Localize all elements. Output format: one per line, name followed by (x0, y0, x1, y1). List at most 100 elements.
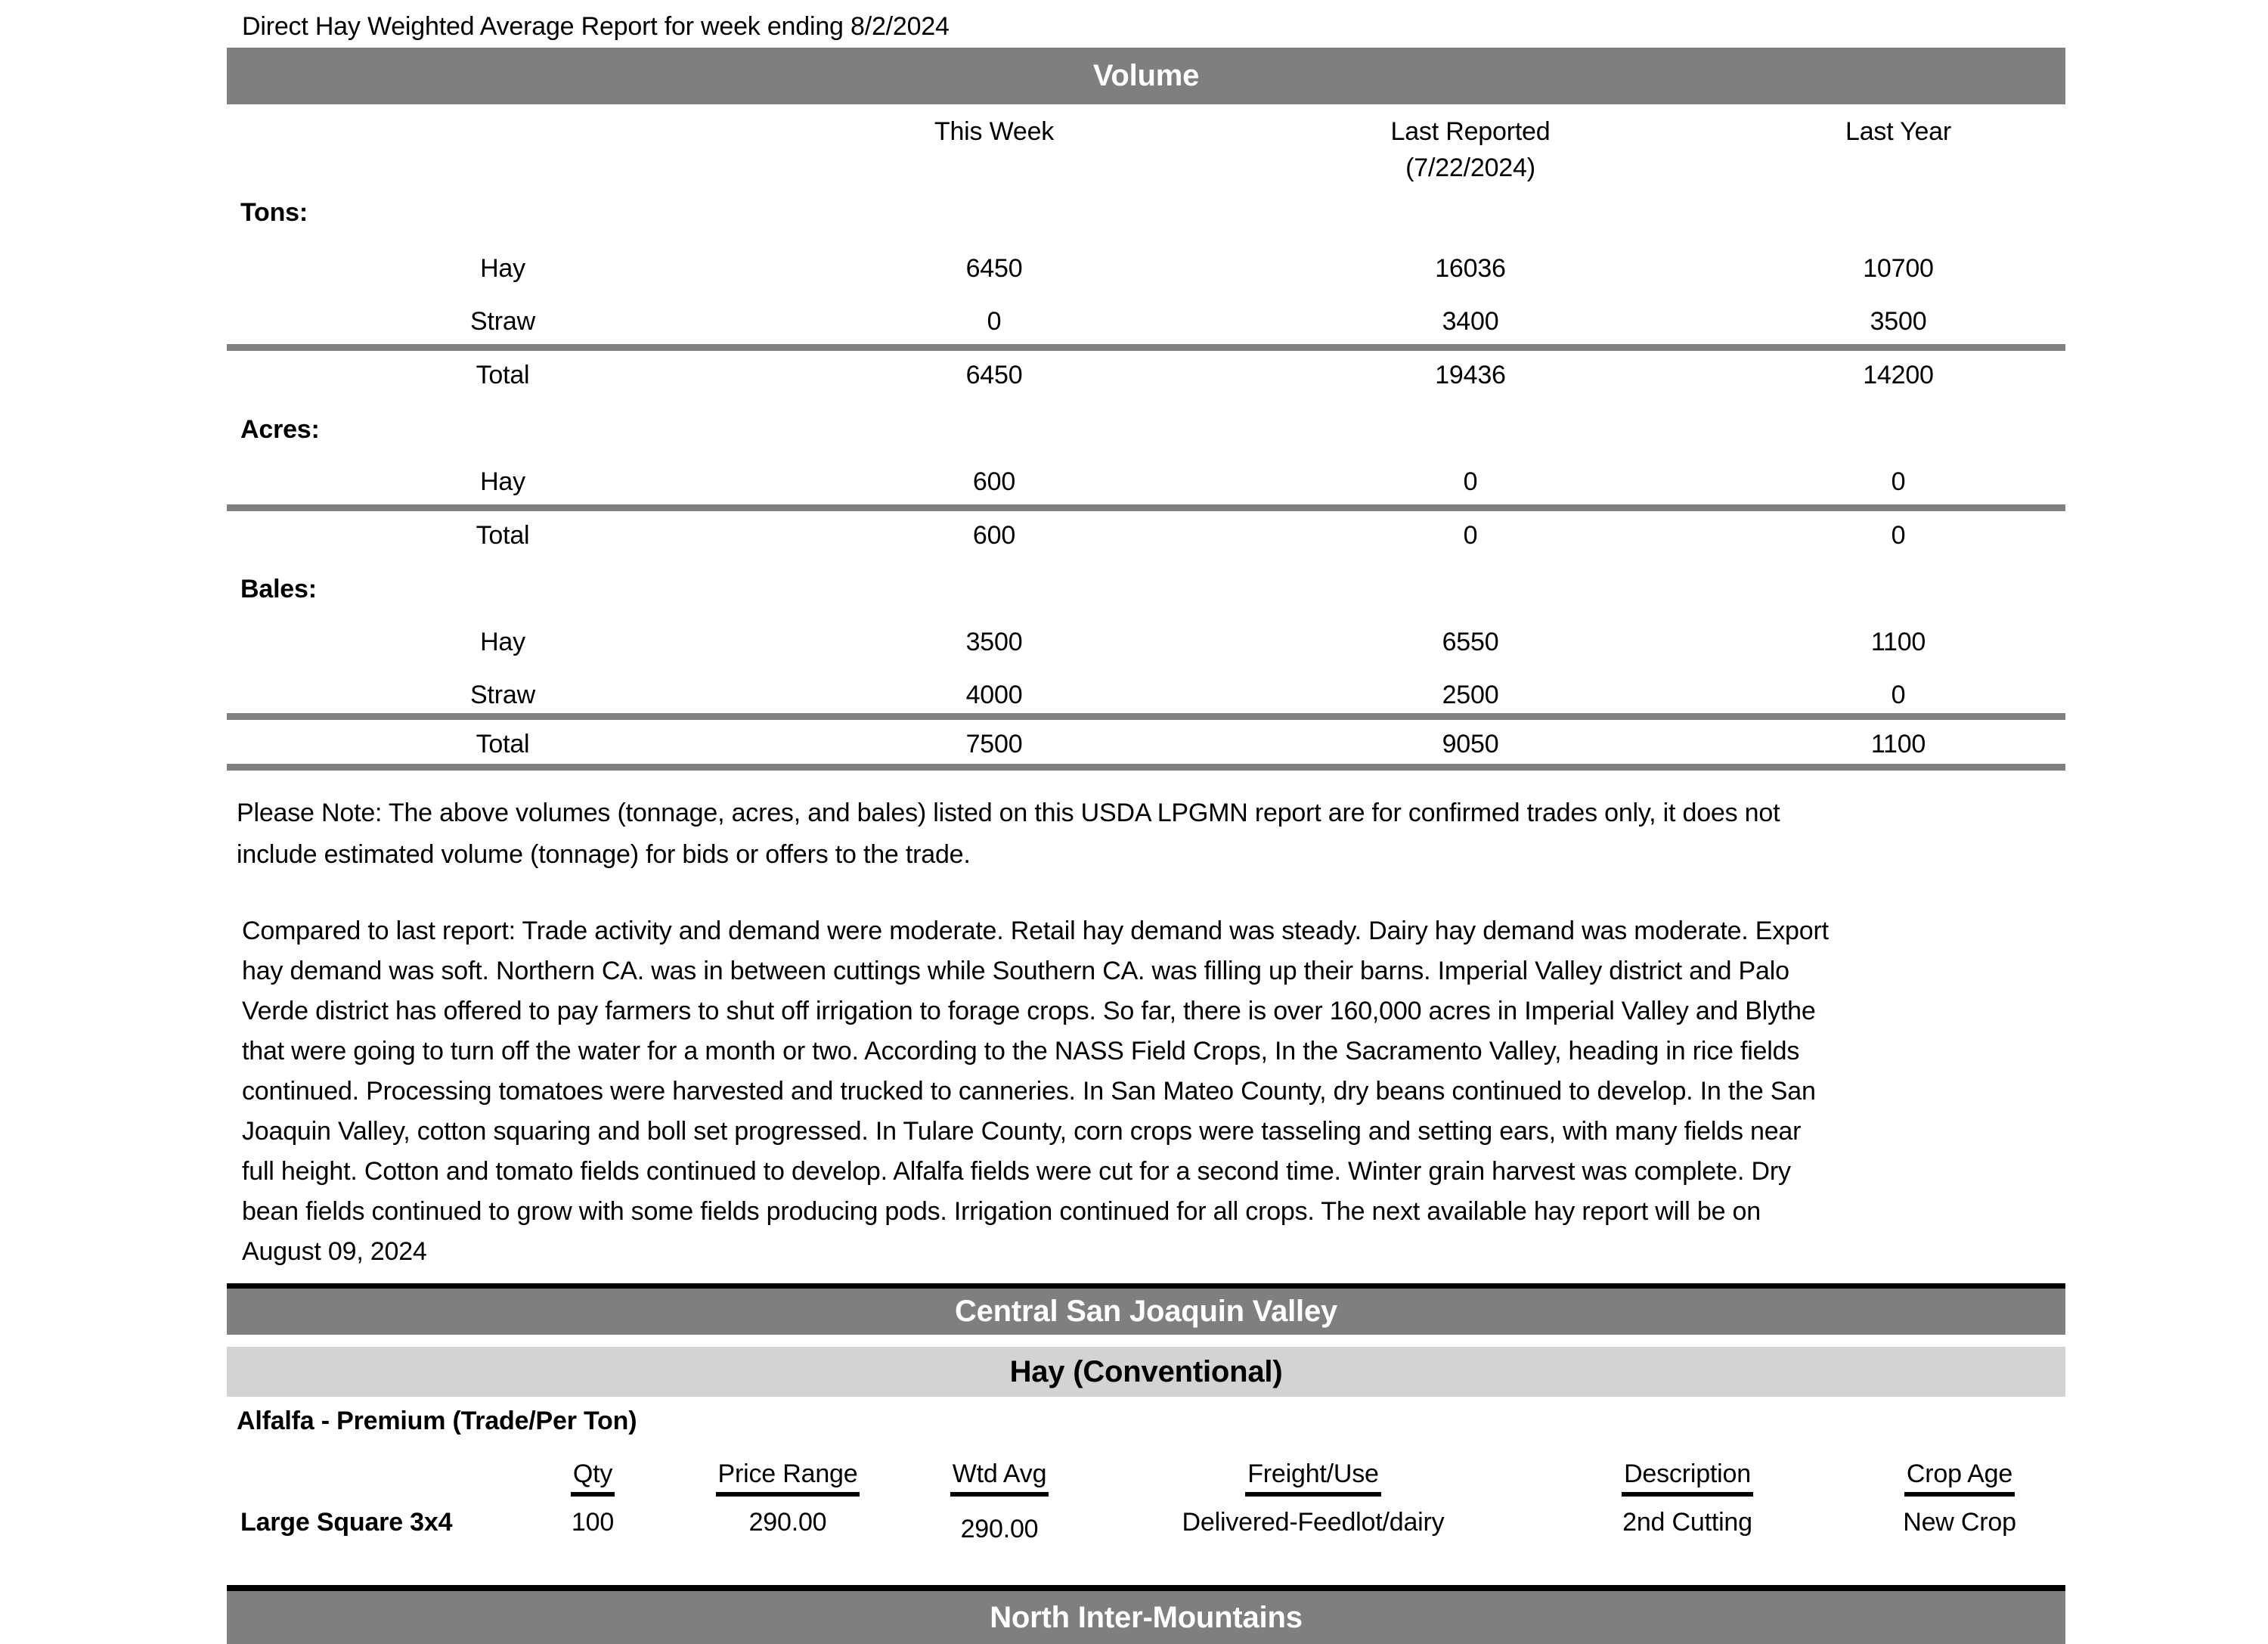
table-rule (227, 504, 2065, 511)
row-value-this-week: 7500 (965, 730, 1023, 758)
hay-conventional-bar: Hay (Conventional) (227, 1347, 2065, 1397)
header-description-label: Description (1622, 1459, 1753, 1497)
table-rule (227, 344, 2065, 351)
header-wtd-avg-label: Wtd Avg (950, 1459, 1049, 1497)
volume-note-line1: Please Note: The above volumes (tonnage,… (237, 799, 1780, 827)
row-wtd-avg: 290.00 (960, 1515, 1039, 1543)
commodity-heading: Alfalfa - Premium (Trade/Per Ton) (237, 1407, 637, 1435)
group-label-bales: Bales: (240, 575, 317, 603)
table-bottom-rule (227, 764, 2065, 771)
commentary-line: Joaquin Valley, cotton squaring and boll… (242, 1117, 1802, 1146)
row-value-last-year: 1100 (1870, 628, 1926, 656)
commentary-line: August 09, 2024 (242, 1237, 427, 1266)
row-value-last-year: 14200 (1863, 361, 1934, 389)
row-value-last-year: 0 (1891, 467, 1906, 496)
header-qty-label: Qty (570, 1459, 615, 1497)
header-wtd-avg: Wtd Avg (894, 1459, 1105, 1497)
table-total-row: Total 600 0 0 (227, 521, 2065, 551)
table-row: Hay 6450 16036 10700 (227, 254, 2065, 284)
row-value-last-reported: 16036 (1435, 254, 1506, 283)
central-region-bar: Central San Joaquin Valley (227, 1283, 2065, 1335)
row-label: Total (476, 361, 530, 389)
volume-section-title: Volume (1092, 59, 1200, 92)
commentary-line: full height. Cotton and tomato fields co… (242, 1157, 1791, 1186)
table-row: Hay 600 0 0 (227, 467, 2065, 497)
row-value-this-week: 0 (987, 307, 1002, 336)
row-value-last-reported: 6550 (1442, 628, 1499, 656)
volume-note-line2: include estimated volume (tonnage) for b… (237, 840, 971, 869)
row-freight-use: Delivered-Feedlot/dairy (1182, 1508, 1445, 1537)
commentary-line: bean fields continued to grow with some … (242, 1197, 1761, 1226)
row-price-range: 290.00 (748, 1508, 827, 1537)
header-price-range-label: Price Range (715, 1459, 860, 1497)
header-price-range: Price Range (682, 1459, 894, 1497)
row-label: Hay (480, 628, 525, 656)
north-region-bar: North Inter-Mountains (227, 1585, 2065, 1644)
row-crop-age: New Crop (1903, 1508, 2016, 1537)
row-value-last-reported: 2500 (1442, 681, 1499, 709)
volume-column-headers: This Week Last Reported (7/22/2024) Last… (227, 113, 2065, 186)
row-bale-type: Large Square 3x4 (240, 1508, 453, 1537)
col-header-last-reported-line1: Last Reported (1390, 117, 1551, 146)
group-label-tons: Tons: (240, 198, 308, 227)
row-value-this-week: 3500 (965, 628, 1023, 656)
commentary-line: hay demand was soft. Northern CA. was in… (242, 957, 1789, 985)
row-value-last-reported: 3400 (1442, 307, 1499, 336)
market-table-row: Large Square 3x4 100 290.00 290.00 Deliv… (227, 1508, 2065, 1544)
row-label: Straw (470, 681, 535, 709)
commentary-line: Compared to last report: Trade activity … (242, 917, 1829, 945)
commentary-line: that were going to turn off the water fo… (242, 1037, 1800, 1065)
row-value-last-reported: 19436 (1435, 361, 1506, 389)
col-header-this-week: This Week (934, 117, 1055, 146)
header-spacer (227, 1459, 503, 1497)
row-label: Hay (480, 254, 525, 283)
col-header-last-reported: Last Reported (7/22/2024) (1210, 113, 1731, 186)
volume-section-bar: Volume (227, 48, 2065, 104)
header-crop-age: Crop Age (1854, 1459, 2065, 1497)
row-description: 2nd Cutting (1622, 1508, 1752, 1537)
row-value-last-year: 0 (1891, 521, 1906, 550)
central-region-title: Central San Joaquin Valley (954, 1295, 1338, 1328)
table-row: Straw 4000 2500 0 (227, 681, 2065, 710)
row-value-last-reported: 9050 (1442, 730, 1499, 758)
table-row: Straw 0 3400 3500 (227, 307, 2065, 337)
market-commentary: Compared to last report: Trade activity … (242, 911, 1829, 1272)
header-description: Description (1521, 1459, 1854, 1497)
row-value-this-week: 6450 (965, 361, 1023, 389)
header-crop-age-label: Crop Age (1904, 1459, 2015, 1497)
row-value-this-week: 6450 (965, 254, 1023, 283)
table-total-row: Total 6450 19436 14200 (227, 361, 2065, 390)
col-spacer (227, 113, 779, 186)
row-label: Straw (470, 307, 535, 336)
hay-conventional-title: Hay (Conventional) (1009, 1354, 1283, 1388)
header-freight-use-label: Freight/Use (1245, 1459, 1381, 1497)
row-qty: 100 (571, 1508, 615, 1537)
row-value-this-week: 600 (972, 467, 1016, 496)
table-row: Hay 3500 6550 1100 (227, 628, 2065, 657)
header-qty: Qty (503, 1459, 682, 1497)
row-value-last-year: 1100 (1870, 730, 1926, 758)
row-value-last-reported: 0 (1463, 467, 1478, 496)
commentary-line: continued. Processing tomatoes were harv… (242, 1077, 1816, 1106)
row-value-last-reported: 0 (1463, 521, 1478, 550)
report-title: Direct Hay Weighted Average Report for w… (242, 12, 950, 41)
north-region-title: North Inter-Mountains (990, 1600, 1303, 1634)
row-value-this-week: 600 (972, 521, 1016, 550)
table-rule (227, 713, 2065, 720)
header-freight-use: Freight/Use (1105, 1459, 1521, 1497)
row-label: Hay (480, 467, 525, 496)
row-label: Total (476, 521, 530, 550)
market-table-headers: Qty Price Range Wtd Avg Freight/Use Desc… (227, 1459, 2065, 1497)
commentary-line: Verde district has offered to pay farmer… (242, 997, 1816, 1025)
row-value-this-week: 4000 (965, 681, 1023, 709)
row-value-last-year: 0 (1891, 681, 1906, 709)
table-total-row: Total 7500 9050 1100 (227, 730, 2065, 759)
group-label-acres: Acres: (240, 415, 320, 444)
col-header-last-year: Last Year (1845, 117, 1951, 146)
col-header-last-reported-line2: (7/22/2024) (1405, 154, 1535, 182)
row-label: Total (476, 730, 530, 758)
row-value-last-year: 10700 (1863, 254, 1934, 283)
volume-note: Please Note: The above volumes (tonnage,… (237, 793, 1780, 876)
row-value-last-year: 3500 (1870, 307, 1927, 336)
